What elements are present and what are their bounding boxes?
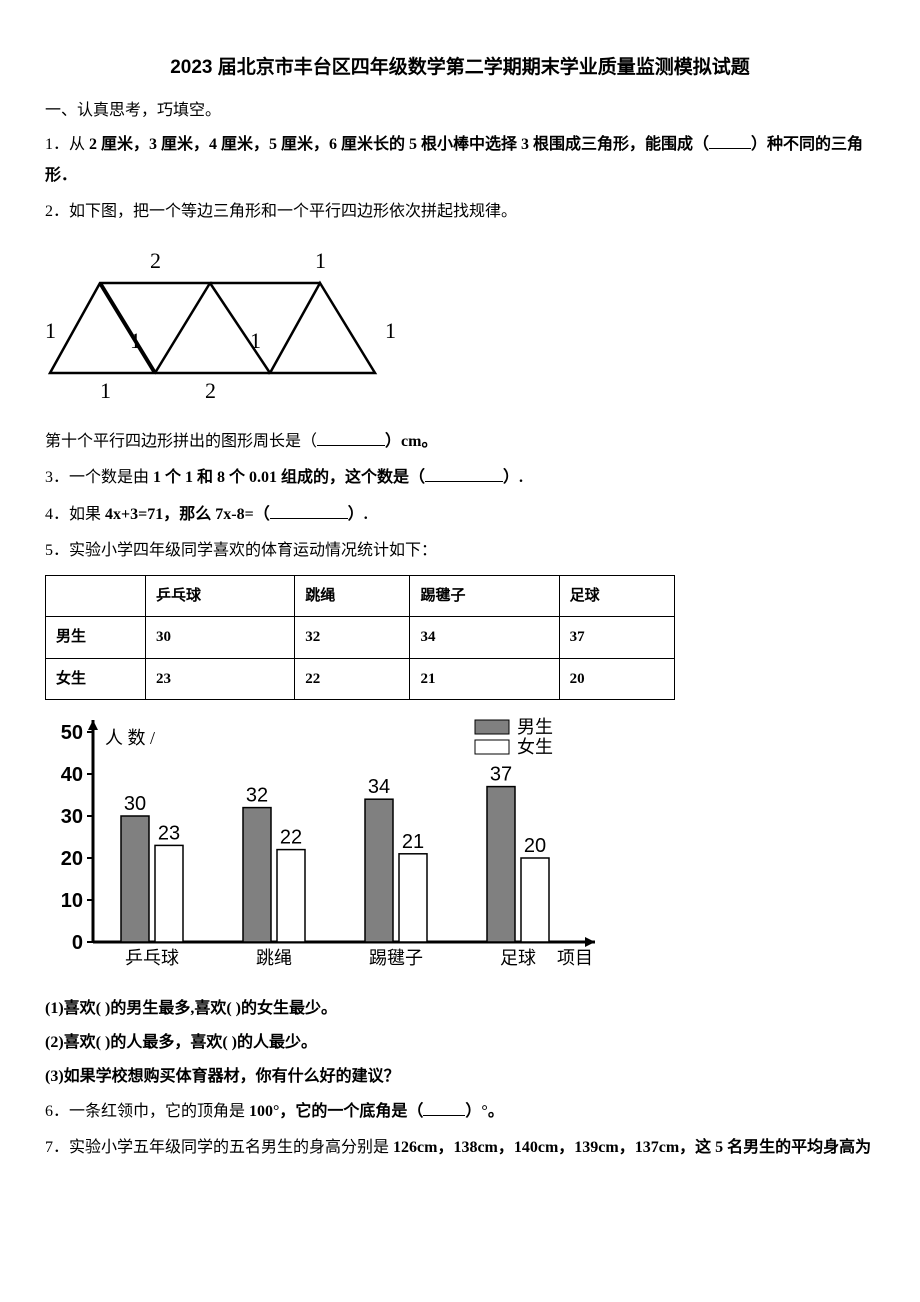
q5-table: 乒乓球 跳绳 踢毽子 足球 男生 30 32 34 37 女生 23 22 21… xyxy=(45,575,675,701)
th-jump: 跳绳 xyxy=(295,575,410,617)
q6-bold: 100°，它的一个底角是（ xyxy=(249,1103,423,1120)
q5-sub1: (1)喜欢( )的男生最多,喜欢( )的女生最少。 xyxy=(45,994,875,1024)
svg-text:人 数 /: 人 数 / xyxy=(105,728,155,748)
th-pingpong: 乒乓球 xyxy=(146,575,295,617)
fig-label-1b: 1 xyxy=(45,318,56,343)
td: 21 xyxy=(410,658,559,700)
td: 37 xyxy=(559,617,674,659)
svg-text:32: 32 xyxy=(246,785,268,807)
q2-blank xyxy=(317,430,385,446)
fig-label-1a: 1 xyxy=(315,248,326,273)
question-3: 3．一个数是由 1 个 1 和 8 个 0.01 组成的，这个数是（ ）. xyxy=(45,463,875,493)
question-2-sub: 第十个平行四边形拼出的图形周长是（ ）cm。 xyxy=(45,427,875,457)
svg-text:足球: 足球 xyxy=(500,948,536,968)
q4-bold: 4x+3=71，那么 7x-8=（ xyxy=(105,506,270,523)
q6-suffix: ）°。 xyxy=(465,1103,503,1120)
svg-text:0: 0 xyxy=(72,932,83,954)
svg-text:22: 22 xyxy=(280,827,302,849)
q4-prefix: 4．如果 xyxy=(45,506,105,523)
q3-suffix: ）. xyxy=(503,469,523,486)
q1-prefix: 1．从 xyxy=(45,136,89,153)
table-row: 男生 30 32 34 37 xyxy=(46,617,675,659)
td: 23 xyxy=(146,658,295,700)
td: 32 xyxy=(295,617,410,659)
fig-label-1d: 1 xyxy=(250,328,261,353)
svg-text:30: 30 xyxy=(61,806,83,828)
q1-blank xyxy=(709,133,751,149)
q5-sub3: (3)如果学校想购买体育器材，你有什么好的建议？ xyxy=(45,1062,875,1092)
svg-text:20: 20 xyxy=(524,835,546,857)
q6-blank xyxy=(423,1100,465,1116)
page-title: 2023 届北京市丰台区四年级数学第二学期期末学业质量监测模拟试题 xyxy=(45,50,875,86)
svg-text:女生: 女生 xyxy=(517,737,553,757)
svg-text:23: 23 xyxy=(158,823,180,845)
q3-prefix: 3．一个数是由 xyxy=(45,469,153,486)
svg-text:10: 10 xyxy=(61,890,83,912)
svg-text:34: 34 xyxy=(368,776,390,798)
q5-chart: 0 10 20 30 40 50 人 数 / 30 23 乒乓球 32 22 跳绳 34 21 踢毽子 37 20… xyxy=(45,712,875,983)
svg-text:21: 21 xyxy=(402,831,424,853)
question-2: 2．如下图，把一个等边三角形和一个平行四边形依次拼起找规律。 xyxy=(45,197,875,227)
th-shuttle: 踢毽子 xyxy=(410,575,559,617)
q1-bold: 2 厘米，3 厘米，4 厘米，5 厘米，6 厘米长的 5 根小棒中选择 3 根围… xyxy=(89,136,709,153)
q6-prefix: 6．一条红领巾，它的顶角是 xyxy=(45,1103,249,1120)
fig-label-1e: 1 xyxy=(385,318,396,343)
question-5: 5．实验小学四年级同学喜欢的体育运动情况统计如下： xyxy=(45,536,875,566)
svg-text:37: 37 xyxy=(490,764,512,786)
svg-text:跳绳: 跳绳 xyxy=(256,948,292,968)
q3-blank xyxy=(425,466,503,482)
q2-sub-prefix: 第十个平行四边形拼出的图形周长是（ xyxy=(45,433,317,450)
svg-text:20: 20 xyxy=(61,848,83,870)
th-blank xyxy=(46,575,146,617)
td: 30 xyxy=(146,617,295,659)
q7-prefix: 7．实验小学五年级同学的五名男生的身高分别是 xyxy=(45,1139,393,1156)
q2-sub-suffix: ）cm。 xyxy=(385,433,437,450)
fig-label-1c: 1 xyxy=(130,328,141,353)
svg-text:项目: 项目 xyxy=(557,948,593,968)
svg-text:30: 30 xyxy=(124,793,146,815)
svg-text:50: 50 xyxy=(61,722,83,744)
section-1-heading: 一、认真思考，巧填空。 xyxy=(45,96,875,126)
fig-label-2a: 2 xyxy=(150,248,161,273)
svg-text:乒乓球: 乒乓球 xyxy=(125,948,179,968)
q4-suffix: ）. xyxy=(348,506,368,523)
td: 22 xyxy=(295,658,410,700)
question-7: 7．实验小学五年级同学的五名男生的身高分别是 126cm，138cm，140cm… xyxy=(45,1133,875,1163)
question-4: 4．如果 4x+3=71，那么 7x-8=（ ）. xyxy=(45,500,875,530)
question-6: 6．一条红领巾，它的顶角是 100°，它的一个底角是（ ）°。 xyxy=(45,1097,875,1127)
q7-bold: 126cm，138cm，140cm，139cm，137cm，这 5 名男生的平均… xyxy=(393,1139,871,1156)
q2-figure: 2 1 1 1 1 1 1 2 xyxy=(45,238,875,419)
q5-sub2: (2)喜欢( )的人最多，喜欢( )的人最少。 xyxy=(45,1028,875,1058)
td-male: 男生 xyxy=(46,617,146,659)
question-1: 1．从 2 厘米，3 厘米，4 厘米，5 厘米，6 厘米长的 5 根小棒中选择 … xyxy=(45,130,875,191)
th-football: 足球 xyxy=(559,575,674,617)
td: 20 xyxy=(559,658,674,700)
td-female: 女生 xyxy=(46,658,146,700)
q4-blank xyxy=(270,503,348,519)
fig-label-1f: 1 xyxy=(100,378,111,403)
svg-text:男生: 男生 xyxy=(517,717,553,737)
fig-label-2b: 2 xyxy=(205,378,216,403)
table-row: 女生 23 22 21 20 xyxy=(46,658,675,700)
td: 34 xyxy=(410,617,559,659)
svg-text:踢毽子: 踢毽子 xyxy=(369,948,423,968)
q3-bold: 1 个 1 和 8 个 0.01 组成的，这个数是（ xyxy=(153,469,425,486)
table-header-row: 乒乓球 跳绳 踢毽子 足球 xyxy=(46,575,675,617)
svg-text:40: 40 xyxy=(61,764,83,786)
